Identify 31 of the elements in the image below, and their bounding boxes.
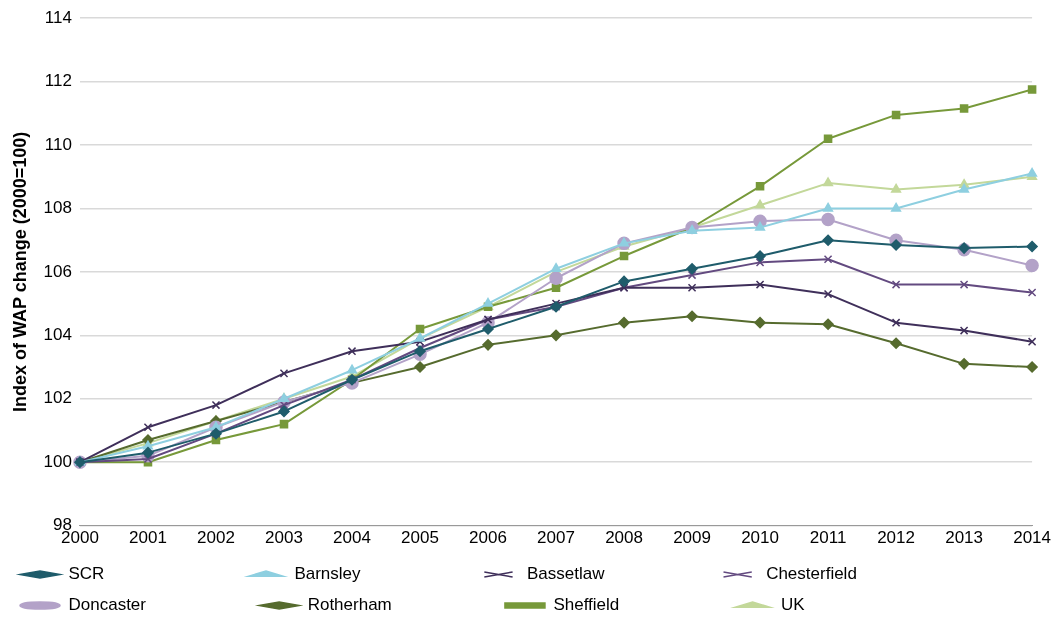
legend-label: UK — [780, 595, 937, 615]
y-tick-label: 112 — [44, 71, 72, 91]
legend-label: Barnsley — [294, 564, 465, 584]
legend-label: Bassetlaw — [526, 564, 704, 584]
legend-label: Doncaster — [68, 595, 246, 615]
x-tick-label: 2011 — [809, 528, 847, 548]
x-tick-label: 2002 — [197, 528, 235, 548]
x-tick-label: 2012 — [877, 528, 915, 548]
x-tick-label: 2004 — [333, 528, 371, 548]
x-tick-label: 2007 — [537, 528, 575, 548]
y-tick-label: 108 — [43, 198, 72, 218]
x-tick-label: 2014 — [1013, 528, 1051, 548]
y-axis-title: Index of WAP change (2000=100) — [9, 131, 30, 413]
y-tick-label: 100 — [43, 451, 72, 471]
y-tick-label: 106 — [43, 261, 72, 281]
x-tick-label: 2010 — [741, 528, 779, 548]
y-tick-label: 102 — [43, 388, 72, 408]
x-tick-label: 2013 — [945, 528, 983, 548]
y-tick-label: 110 — [44, 134, 72, 154]
x-tick-label: 2009 — [673, 528, 711, 548]
x-tick-label: 2003 — [265, 528, 303, 548]
x-tick-label: 2001 — [129, 528, 167, 548]
legend-label: Sheffield — [553, 595, 719, 615]
y-tick-label: 114 — [44, 7, 72, 27]
y-tick-label: 104 — [43, 325, 72, 345]
x-tick-label: 2008 — [605, 528, 643, 548]
legend-label: Chesterfield — [766, 564, 942, 584]
x-tick-label: 2005 — [401, 528, 439, 548]
x-tick-label: 2006 — [469, 528, 507, 548]
legend-label: SCR — [68, 564, 232, 584]
legend-label: Rotherham — [307, 595, 491, 615]
